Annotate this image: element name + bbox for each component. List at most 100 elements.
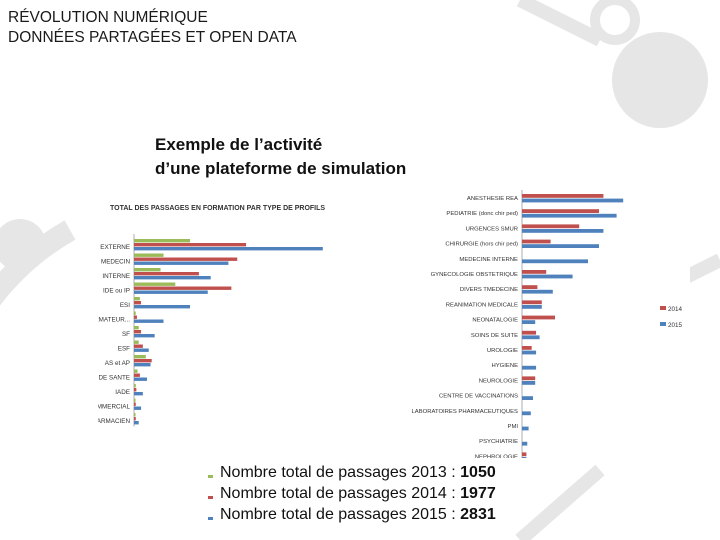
bar-2013-pharmacien xyxy=(134,413,136,417)
slide-title: RÉVOLUTION NUMÉRIQUE DONNÉES PARTAGÉES E… xyxy=(8,8,297,48)
bar-2014-gynecologie-obstetrique xyxy=(522,270,547,274)
legend-swatch-2014 xyxy=(208,496,213,499)
category-label-iade: IADE xyxy=(115,389,130,396)
bar-2015-centre-de-vaccinations xyxy=(522,396,533,400)
bar-2015-gynecologie-obstetrique xyxy=(522,274,573,279)
bar-2014-ide-ou-ip xyxy=(134,286,232,290)
bar-2015-neurologie xyxy=(522,381,536,385)
bar-2013-medecin xyxy=(134,253,164,257)
category-label-esi: ESI xyxy=(120,302,130,309)
category-label-pediatrie-donc-chir-ped: PEDIATRIE (donc chir ped) xyxy=(446,211,518,217)
bar-2014-medecin xyxy=(134,257,238,261)
bar-2014-cadre-de-sante xyxy=(134,373,140,377)
bar-2015-manager-commercial xyxy=(134,406,142,410)
bar-2014-divers-tmedecine xyxy=(522,285,538,289)
category-label-urgences-smur: URGENCES SMUR xyxy=(466,226,518,232)
bar-2014-urologie xyxy=(522,346,532,350)
category-label-cadre-de-sante: CADRE DE SANTE xyxy=(98,375,130,382)
bar-2013-externe xyxy=(134,239,191,243)
bar-2013-interne xyxy=(134,268,161,272)
profiles-chart-panel: TOTAL DES PASSAGES EN FORMATION PAR TYPE… xyxy=(28,186,398,442)
total-2014-label: Nombre total de passages 2014 : xyxy=(220,485,461,502)
bar-2015-sf xyxy=(134,334,155,338)
bar-2014-urgences-smur xyxy=(522,224,580,229)
slide-subtitle: Exemple de l’activité d’une plateforme d… xyxy=(155,133,406,181)
bar-2015-pediatrie-donc-chir-ped xyxy=(522,213,617,218)
category-label-manager-commercial: MANAGER COMMERCIAL xyxy=(98,404,130,411)
category-label-psychiatrie: PSYCHIATRIE xyxy=(479,439,518,445)
bar-2014-esf xyxy=(134,344,143,348)
slide-subtitle-line-2: d’une plateforme de simulation xyxy=(155,159,407,178)
bar-2015-medecine-interne xyxy=(522,259,588,264)
bar-2015-externe xyxy=(134,247,323,251)
bar-2015-divers-tmedecine xyxy=(522,289,553,294)
category-label-soins-de-suite: SOINS DE SUITE xyxy=(471,333,518,339)
bar-2014-as-et-ap xyxy=(134,359,152,363)
total-2013: Nombre total de passages 2013 : 1050 xyxy=(208,462,496,483)
category-label-pharmacien: PHARMACIEN xyxy=(98,418,130,425)
bar-2014-reanimation-medicale xyxy=(522,300,542,305)
category-label-centre-de-vaccinations: CENTRE DE VACCINATIONS xyxy=(439,394,518,400)
category-label-interne: INTERNE xyxy=(102,273,130,280)
legend-swatch-2015 xyxy=(660,322,666,326)
bar-2014-soins-de-suite xyxy=(522,330,537,335)
category-label-cadre-de-sante-formateur: CADRE DE SANTE FORMATEUR... xyxy=(98,317,130,324)
category-label-pmi: PMI xyxy=(508,424,519,430)
bar-2014-chirurgie-hors-chir-ped xyxy=(522,239,551,244)
category-label-as-et-ap: AS et AP xyxy=(105,360,130,367)
category-label-hygiene: HYGIENE xyxy=(491,363,518,369)
bar-2014-iade xyxy=(134,388,137,392)
bar-2015-psychiatrie xyxy=(522,441,528,446)
bar-2013-iade xyxy=(134,384,136,388)
total-2015-value: 2831 xyxy=(460,506,496,523)
bar-2015-medecin xyxy=(134,261,229,265)
bar-2015-ide-ou-ip xyxy=(134,290,208,294)
bar-2015-cadre-de-sante xyxy=(134,377,147,381)
bar-2015-interne xyxy=(134,276,211,280)
slide-subtitle-line-1: Exemple de l’activité xyxy=(155,135,323,154)
bar-2015-chirurgie-hors-chir-ped xyxy=(522,244,599,248)
bar-2013-cadre-de-sante-formateur xyxy=(134,311,136,315)
category-label-gynecologie-obstetrique: GYNECOLOGIE OBSTETRIQUE xyxy=(431,272,518,278)
bar-2015-iade xyxy=(134,392,143,396)
bar-2014-sf xyxy=(134,330,142,334)
bar-2015-pmi xyxy=(522,426,529,431)
bar-2015-anesthesie-rea xyxy=(522,198,624,203)
bar-2013-esi xyxy=(134,297,140,301)
bar-2014-manager-commercial xyxy=(134,402,136,406)
bar-2014-pediatrie-donc-chir-ped xyxy=(522,209,599,213)
total-2015: Nombre total de passages 2015 : 2831 xyxy=(208,504,496,525)
category-label-ide-ou-ip: IDE ou IP xyxy=(103,288,130,295)
bar-2015-urgences-smur xyxy=(522,229,604,233)
services-chart-panel: ANESTHESIE REA PEDIATRIE (donc chir ped) U… xyxy=(398,180,690,479)
profiles-bar-chart: TOTAL DES PASSAGES EN FORMATION PAR TYPE… xyxy=(28,205,325,427)
bar-2014-externe xyxy=(134,243,247,247)
bar-2014-pharmacien xyxy=(134,417,136,421)
totals-list: Nombre total de passages 2013 : 1050 Nom… xyxy=(208,462,496,525)
legend-swatch-2014 xyxy=(660,306,666,310)
legend-swatch-2015 xyxy=(208,517,213,520)
category-label-laboratoires-pharmaceutiques: LABORATOIRES PHARMACEUTIQUES xyxy=(412,409,519,415)
category-label-divers-tmedecine: DIVERS TMEDECINE xyxy=(460,287,518,293)
total-2014-value: 1977 xyxy=(460,485,496,502)
total-2015-label: Nombre total de passages 2015 : xyxy=(220,506,461,523)
bar-2013-as-et-ap xyxy=(134,355,146,359)
bar-2013-ide-ou-ip xyxy=(134,282,176,286)
slide-title-line-2: DONNÉES PARTAGÉES ET OPEN DATA xyxy=(8,29,297,46)
slide-title-line-1: RÉVOLUTION NUMÉRIQUE xyxy=(8,9,208,26)
bar-2013-sf xyxy=(134,326,139,330)
legend-swatch-2013 xyxy=(208,475,213,478)
bar-2015-laboratoires-pharmaceutiques xyxy=(522,411,531,416)
bar-2013-manager-commercial xyxy=(134,398,136,402)
bar-2014-nephrologie xyxy=(522,452,527,457)
bar-2015-esi xyxy=(134,305,191,309)
total-2013-value: 1050 xyxy=(460,464,496,481)
category-label-neurologie: NEUROLOGIE xyxy=(479,378,518,384)
bar-2014-interne xyxy=(134,272,199,276)
bar-2015-cadre-de-sante-formateur xyxy=(134,319,164,323)
bar-2015-soins-de-suite xyxy=(522,335,540,340)
legend-label-2015: 2015 xyxy=(668,322,683,329)
bar-2013-cadre-de-sante xyxy=(134,369,138,373)
category-label-neonatalogie: NEONATALOGIE xyxy=(472,318,518,324)
category-label-medecine-interne: MEDECINE INTERNE xyxy=(459,257,518,263)
